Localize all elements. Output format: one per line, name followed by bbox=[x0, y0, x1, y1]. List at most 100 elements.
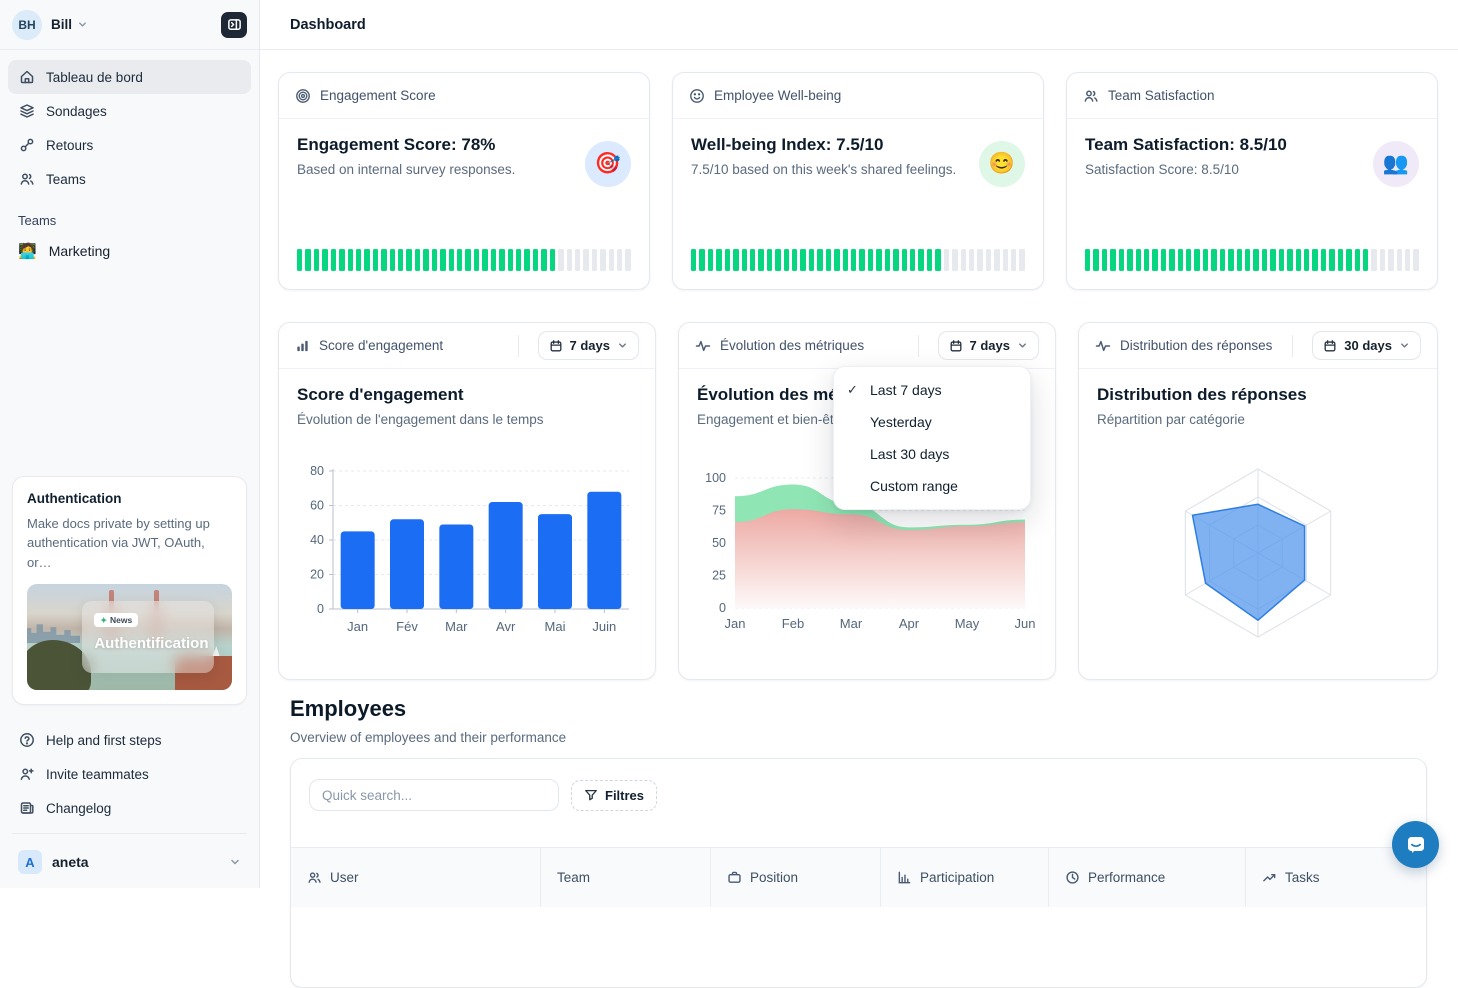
menu-item-label: Last 30 days bbox=[870, 446, 950, 462]
svg-text:0: 0 bbox=[719, 601, 726, 615]
divider bbox=[517, 334, 519, 357]
progress-segment bbox=[943, 249, 950, 271]
briefcase-icon bbox=[727, 870, 742, 885]
sidebar-collapse-button[interactable] bbox=[221, 11, 247, 38]
workspace-name: aneta bbox=[52, 854, 89, 870]
filters-button[interactable]: Filtres bbox=[571, 779, 658, 811]
progress-segment bbox=[1320, 249, 1327, 271]
news-badge: ✦ News bbox=[94, 613, 139, 628]
menu-item[interactable]: Yesterday bbox=[834, 406, 1030, 438]
sidebar-item-changelog[interactable]: Changelog bbox=[8, 791, 251, 825]
bar-chart-icon bbox=[897, 870, 912, 885]
smile-emoji: 😊 bbox=[979, 141, 1025, 187]
sidebar-item-dashboard[interactable]: Tableau de bord bbox=[8, 60, 251, 94]
progress-segment bbox=[724, 249, 731, 271]
svg-text:20: 20 bbox=[310, 568, 324, 582]
progress-segment bbox=[1362, 249, 1369, 271]
progress-segment bbox=[1388, 249, 1394, 271]
svg-text:Apr: Apr bbox=[899, 616, 920, 631]
range-selector-button[interactable]: 30 days bbox=[1312, 331, 1421, 360]
sidebar-item-retours[interactable]: Retours bbox=[8, 128, 251, 162]
smiley-icon bbox=[689, 88, 705, 104]
progress-segment bbox=[733, 249, 739, 271]
chart-subtitle: Engagement et bien-être bbox=[697, 412, 846, 427]
chevron-down-icon[interactable] bbox=[77, 19, 88, 30]
check-icon: ✓ bbox=[847, 382, 858, 397]
progress-segment bbox=[1211, 249, 1217, 271]
menu-item[interactable]: Last 30 days bbox=[834, 438, 1030, 470]
home-icon bbox=[18, 69, 35, 85]
progress-segment bbox=[313, 249, 320, 271]
search-input[interactable] bbox=[309, 779, 559, 811]
user-name[interactable]: Bill bbox=[51, 17, 73, 32]
sidebar-item-teams[interactable]: Teams bbox=[8, 162, 251, 196]
sidebar-item-marketing[interactable]: 🧑‍💻 Marketing bbox=[0, 234, 259, 268]
sailboat-shape bbox=[212, 646, 220, 657]
progress-segment bbox=[716, 249, 722, 271]
help-icon bbox=[18, 732, 35, 748]
card-header-label: Engagement Score bbox=[320, 88, 436, 103]
progress-segment bbox=[448, 249, 455, 271]
progress-segment bbox=[524, 249, 530, 271]
sidebar-section-label: Teams bbox=[18, 213, 57, 228]
column-label: User bbox=[330, 870, 359, 885]
chart-title: Score d'engagement bbox=[297, 385, 464, 404]
svg-text:80: 80 bbox=[310, 464, 324, 478]
card-header-label: Évolution des métriques bbox=[720, 338, 865, 353]
progress-segment bbox=[423, 249, 429, 271]
calendar-icon bbox=[1324, 339, 1336, 351]
range-label: 7 days bbox=[569, 338, 610, 353]
range-selector-button[interactable]: 7 days bbox=[937, 331, 1039, 360]
engagement-bar-chart: 0 20 40 60 80 Jan Fév Mar Avr Mai Juin bbox=[297, 437, 637, 669]
menu-item[interactable]: ✓ Last 7 days bbox=[834, 374, 1030, 406]
progress-segment bbox=[482, 249, 488, 271]
workspace-switcher[interactable]: A aneta bbox=[0, 842, 259, 888]
sidebar-item-label: Invite teammates bbox=[46, 766, 149, 782]
bar-chart-icon bbox=[295, 338, 310, 353]
progress-segment bbox=[1219, 249, 1226, 271]
chart-title: Distribution des réponses bbox=[1097, 385, 1307, 404]
column-header-team: Team bbox=[541, 848, 711, 907]
sidebar-item-invite[interactable]: Invite teammates bbox=[8, 757, 251, 791]
employees-section-header: Employees Overview of employees and thei… bbox=[290, 696, 566, 745]
sidebar-item-help[interactable]: Help and first steps bbox=[8, 723, 251, 757]
progress-segment bbox=[431, 249, 438, 271]
card-header-label: Team Satisfaction bbox=[1108, 88, 1215, 103]
trend-up-icon bbox=[1262, 870, 1277, 885]
pulse-icon bbox=[1095, 338, 1111, 354]
employees-title: Employees bbox=[290, 696, 407, 721]
svg-text:Jun: Jun bbox=[1015, 616, 1036, 631]
progress-segment bbox=[1143, 249, 1150, 271]
svg-text:Feb: Feb bbox=[782, 616, 804, 631]
progress-segment bbox=[834, 249, 840, 271]
progress-segment bbox=[691, 249, 697, 271]
progress-segment bbox=[1295, 249, 1301, 271]
progress-segment bbox=[985, 249, 992, 271]
users-icon bbox=[18, 171, 35, 187]
team-label: Marketing bbox=[48, 243, 111, 259]
team-emoji: 🧑‍💻 bbox=[18, 243, 37, 260]
sidebar: BH Bill Tableau de bord Sondages Retours bbox=[0, 0, 260, 888]
progress-segment bbox=[1337, 249, 1344, 271]
svg-text:Mar: Mar bbox=[840, 616, 863, 631]
metric-title: Well-being Index: 7.5/10 bbox=[691, 135, 884, 154]
sidebar-item-sondages[interactable]: Sondages bbox=[8, 94, 251, 128]
news-badge-label: News bbox=[110, 615, 133, 626]
progress-segment bbox=[305, 249, 311, 271]
svg-text:25: 25 bbox=[712, 569, 726, 583]
menu-item[interactable]: Custom range bbox=[834, 470, 1030, 502]
progress-segment bbox=[1261, 249, 1268, 271]
range-selector-button[interactable]: 7 days bbox=[537, 331, 639, 360]
calendar-icon bbox=[550, 339, 561, 351]
sidebar-header: BH Bill bbox=[0, 0, 259, 50]
divider bbox=[1292, 334, 1294, 357]
chart-subtitle: Répartition par catégorie bbox=[1097, 412, 1245, 427]
promo-card[interactable]: Authentication Make docs private by sett… bbox=[12, 475, 247, 705]
avatar[interactable]: BH bbox=[12, 9, 42, 40]
page-title: Dashboard bbox=[290, 16, 366, 33]
chat-launcher-button[interactable] bbox=[1392, 821, 1439, 868]
progress-segment bbox=[749, 249, 756, 271]
card-header-label: Distribution des réponses bbox=[1120, 338, 1273, 353]
svg-text:Mar: Mar bbox=[445, 619, 468, 634]
column-label: Position bbox=[750, 870, 799, 885]
